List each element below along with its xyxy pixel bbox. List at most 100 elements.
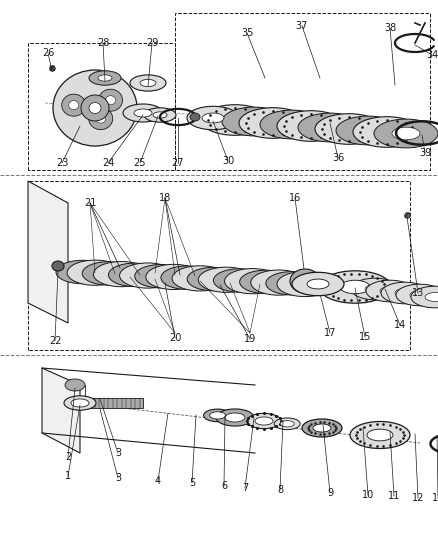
Ellipse shape xyxy=(365,285,385,294)
Ellipse shape xyxy=(198,267,254,293)
Ellipse shape xyxy=(120,263,176,288)
Ellipse shape xyxy=(277,111,345,141)
Ellipse shape xyxy=(351,278,399,300)
Polygon shape xyxy=(42,368,80,453)
Ellipse shape xyxy=(53,70,137,146)
Ellipse shape xyxy=(410,290,430,300)
Ellipse shape xyxy=(82,262,134,285)
Ellipse shape xyxy=(135,264,187,288)
Ellipse shape xyxy=(278,118,306,131)
Ellipse shape xyxy=(336,116,400,145)
Ellipse shape xyxy=(411,286,438,308)
Ellipse shape xyxy=(260,110,324,139)
Ellipse shape xyxy=(223,115,247,125)
Text: 12: 12 xyxy=(412,493,424,503)
Ellipse shape xyxy=(64,396,96,410)
Text: 3: 3 xyxy=(115,448,121,458)
Ellipse shape xyxy=(89,71,121,85)
Ellipse shape xyxy=(85,268,105,277)
Ellipse shape xyxy=(99,89,123,111)
Ellipse shape xyxy=(153,112,167,118)
Ellipse shape xyxy=(269,278,289,287)
Ellipse shape xyxy=(315,114,383,144)
Ellipse shape xyxy=(106,96,116,104)
Ellipse shape xyxy=(146,264,202,289)
Text: 34: 34 xyxy=(426,50,438,60)
Text: 36: 36 xyxy=(332,153,344,163)
Ellipse shape xyxy=(201,273,225,285)
Ellipse shape xyxy=(213,269,265,292)
Ellipse shape xyxy=(353,117,421,147)
Text: 19: 19 xyxy=(244,334,256,344)
Ellipse shape xyxy=(52,261,64,271)
Text: 3: 3 xyxy=(115,473,121,483)
Ellipse shape xyxy=(111,270,131,279)
Ellipse shape xyxy=(299,120,323,132)
Ellipse shape xyxy=(240,270,292,294)
Ellipse shape xyxy=(81,95,109,121)
Ellipse shape xyxy=(123,104,163,122)
Ellipse shape xyxy=(71,399,89,407)
Ellipse shape xyxy=(222,107,286,136)
Text: 2: 2 xyxy=(65,452,71,462)
Text: 6: 6 xyxy=(221,481,227,491)
Text: 4: 4 xyxy=(155,476,161,486)
Text: 17: 17 xyxy=(324,328,336,338)
Ellipse shape xyxy=(67,260,123,285)
Ellipse shape xyxy=(201,104,269,135)
Ellipse shape xyxy=(96,268,120,279)
Ellipse shape xyxy=(93,262,149,287)
Ellipse shape xyxy=(290,269,320,293)
Ellipse shape xyxy=(313,424,331,432)
Text: 38: 38 xyxy=(384,23,396,33)
Bar xyxy=(88,398,143,408)
Ellipse shape xyxy=(340,280,370,294)
Ellipse shape xyxy=(225,413,245,422)
Ellipse shape xyxy=(295,279,315,288)
Text: 29: 29 xyxy=(146,38,158,48)
Ellipse shape xyxy=(210,412,226,419)
Ellipse shape xyxy=(62,94,86,116)
Ellipse shape xyxy=(65,379,85,391)
Ellipse shape xyxy=(302,419,342,437)
Text: 26: 26 xyxy=(42,48,54,58)
Ellipse shape xyxy=(138,271,158,280)
Ellipse shape xyxy=(292,272,344,296)
Ellipse shape xyxy=(350,422,410,448)
Ellipse shape xyxy=(164,272,184,281)
Polygon shape xyxy=(28,181,68,323)
Ellipse shape xyxy=(216,409,254,426)
Ellipse shape xyxy=(149,271,173,281)
Text: 28: 28 xyxy=(97,38,109,48)
Text: 27: 27 xyxy=(172,158,184,168)
Ellipse shape xyxy=(375,127,399,138)
Text: 7: 7 xyxy=(242,483,248,493)
Ellipse shape xyxy=(175,272,199,283)
Ellipse shape xyxy=(243,277,262,286)
Ellipse shape xyxy=(254,277,278,287)
Ellipse shape xyxy=(251,270,307,295)
Ellipse shape xyxy=(374,119,438,148)
Ellipse shape xyxy=(70,266,94,277)
Text: 11: 11 xyxy=(388,491,400,501)
Ellipse shape xyxy=(354,124,382,137)
Ellipse shape xyxy=(216,275,236,284)
Text: 8: 8 xyxy=(277,485,283,495)
Ellipse shape xyxy=(381,282,429,304)
Ellipse shape xyxy=(89,102,101,114)
Text: 14: 14 xyxy=(394,320,406,330)
Text: 11: 11 xyxy=(432,493,438,503)
Text: 37: 37 xyxy=(296,21,308,31)
Ellipse shape xyxy=(337,124,361,134)
Ellipse shape xyxy=(255,417,273,425)
Ellipse shape xyxy=(190,113,200,121)
Text: 18: 18 xyxy=(159,193,171,203)
Ellipse shape xyxy=(239,108,307,138)
Ellipse shape xyxy=(172,266,228,291)
Ellipse shape xyxy=(247,414,281,429)
Text: 30: 30 xyxy=(222,156,234,166)
Ellipse shape xyxy=(225,269,280,294)
Ellipse shape xyxy=(240,115,268,128)
Ellipse shape xyxy=(187,268,239,291)
Text: 21: 21 xyxy=(84,198,96,208)
